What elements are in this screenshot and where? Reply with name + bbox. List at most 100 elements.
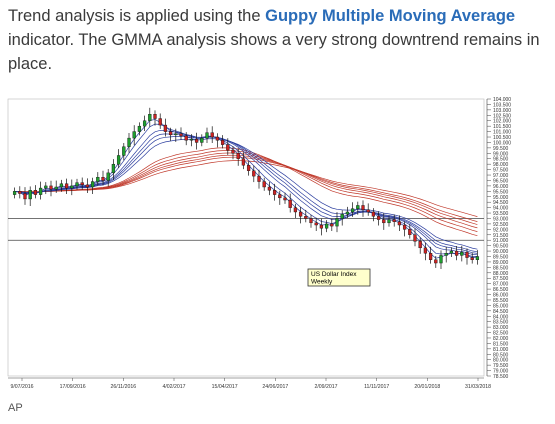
long-term-ma-60 xyxy=(14,160,478,217)
y-tick-label: 97.500 xyxy=(493,168,509,174)
candle-body xyxy=(44,185,48,189)
candle-body xyxy=(324,223,329,229)
candle-body xyxy=(460,251,464,256)
candle-body xyxy=(38,187,43,195)
y-tick-label: 87.500 xyxy=(493,276,509,282)
paragraph-text-start: Trend analysis is applied using the xyxy=(8,7,266,25)
x-tick-label: 9/07/2016 xyxy=(10,384,33,390)
candle-body xyxy=(220,140,225,145)
x-tick-label: 24/06/2017 xyxy=(262,384,288,390)
x-tick-label: 11/11/2017 xyxy=(364,384,389,390)
candle-body xyxy=(350,208,355,213)
paragraph-text-end: indicator. The GMMA analysis shows a ver… xyxy=(8,31,540,73)
candle-body xyxy=(246,165,251,171)
x-tick-label: 26/11/2016 xyxy=(111,384,137,390)
candle-body xyxy=(28,190,32,200)
long-term-ma-30 xyxy=(14,147,478,237)
y-tick-label: 92.500 xyxy=(493,222,509,228)
y-tick-label: 91.500 xyxy=(493,233,509,239)
candle-body xyxy=(210,132,214,138)
candle-body xyxy=(413,234,417,242)
candle-body xyxy=(408,229,412,235)
short-term-ma-8 xyxy=(14,129,478,256)
photo-credit: AP xyxy=(8,402,23,414)
y-tick-label: 83.500 xyxy=(493,320,509,326)
candle-body xyxy=(96,177,100,182)
candle-body xyxy=(231,149,235,154)
candle-body xyxy=(278,194,282,199)
candle-body xyxy=(106,172,110,181)
candle-body xyxy=(439,255,443,264)
y-tick-label: 100.500 xyxy=(493,135,511,141)
candle-body xyxy=(101,177,105,181)
candle-body xyxy=(215,136,220,141)
candle-body xyxy=(387,219,391,224)
candle-body xyxy=(174,133,178,136)
candle-body xyxy=(127,137,131,147)
candle-body xyxy=(434,259,438,264)
candle-body xyxy=(356,205,360,209)
y-tick-label: 103.000 xyxy=(493,108,511,114)
candle-body xyxy=(200,137,204,143)
y-tick-label: 100.000 xyxy=(493,140,511,146)
candle-body xyxy=(158,118,162,126)
y-tick-label: 93.500 xyxy=(493,211,509,217)
y-tick-label: 92.000 xyxy=(493,227,509,233)
candle-body xyxy=(132,131,136,139)
y-tick-label: 84.500 xyxy=(493,309,509,315)
y-tick-label: 102.000 xyxy=(493,119,511,125)
y-tick-label: 79.500 xyxy=(493,363,509,369)
y-tick-label: 81.000 xyxy=(493,347,509,353)
candle-body xyxy=(298,211,303,217)
candle-body xyxy=(75,182,79,187)
candle-body xyxy=(262,181,266,188)
candle-body xyxy=(288,199,292,208)
candle-body xyxy=(449,250,454,254)
candle-body xyxy=(319,224,324,229)
y-tick-label: 81.500 xyxy=(493,341,509,347)
candle-body xyxy=(330,223,334,227)
candle-body xyxy=(252,170,256,177)
y-tick-label: 95.000 xyxy=(493,195,509,201)
y-tick-label: 89.000 xyxy=(493,260,509,266)
candle-body xyxy=(64,183,69,189)
y-tick-label: 82.000 xyxy=(493,336,509,342)
y-tick-label: 97.000 xyxy=(493,173,509,179)
y-tick-label: 101.000 xyxy=(493,130,511,136)
gmma-link[interactable]: Guppy Multiple Moving Average xyxy=(265,7,516,25)
y-tick-label: 80.500 xyxy=(493,352,509,358)
candle-body xyxy=(85,184,90,188)
candle-body xyxy=(371,211,376,217)
annotation-line-2: Weekly xyxy=(311,279,333,286)
y-tick-label: 85.000 xyxy=(493,303,509,309)
y-tick-label: 88.000 xyxy=(493,271,509,277)
y-tick-label: 99.000 xyxy=(493,151,509,157)
y-tick-label: 85.500 xyxy=(493,298,509,304)
y-tick-label: 94.500 xyxy=(493,200,509,206)
y-tick-label: 86.500 xyxy=(493,287,509,293)
candle-body xyxy=(267,186,272,191)
candle-body xyxy=(54,186,58,190)
candle-body xyxy=(168,131,173,136)
y-tick-label: 98.500 xyxy=(493,157,509,163)
y-tick-label: 82.500 xyxy=(493,331,509,337)
candle-body xyxy=(314,222,318,226)
price-chart: 104.000103.500103.000102.500102.000101.5… xyxy=(7,97,511,390)
candle-body xyxy=(111,163,116,174)
candle-body xyxy=(189,138,194,141)
y-tick-label: 102.500 xyxy=(493,113,511,119)
x-tick-label: 15/04/2017 xyxy=(212,384,238,390)
x-tick-label: 31/03/2018 xyxy=(465,384,491,390)
candle-body xyxy=(272,190,277,195)
y-tick-label: 90.000 xyxy=(493,249,509,255)
article-paragraph: Trend analysis is applied using the Gupp… xyxy=(8,4,548,76)
candle-body xyxy=(59,183,64,188)
candle-body xyxy=(116,155,121,165)
chart-annotation: US Dollar Index Weekly xyxy=(307,268,371,287)
plot-frame xyxy=(7,98,485,377)
candle-body xyxy=(33,190,38,195)
y-tick-label: 83.000 xyxy=(493,325,509,331)
y-tick-label: 94.000 xyxy=(493,206,509,212)
y-tick-label: 99.500 xyxy=(493,146,509,152)
candle-body xyxy=(361,205,365,211)
